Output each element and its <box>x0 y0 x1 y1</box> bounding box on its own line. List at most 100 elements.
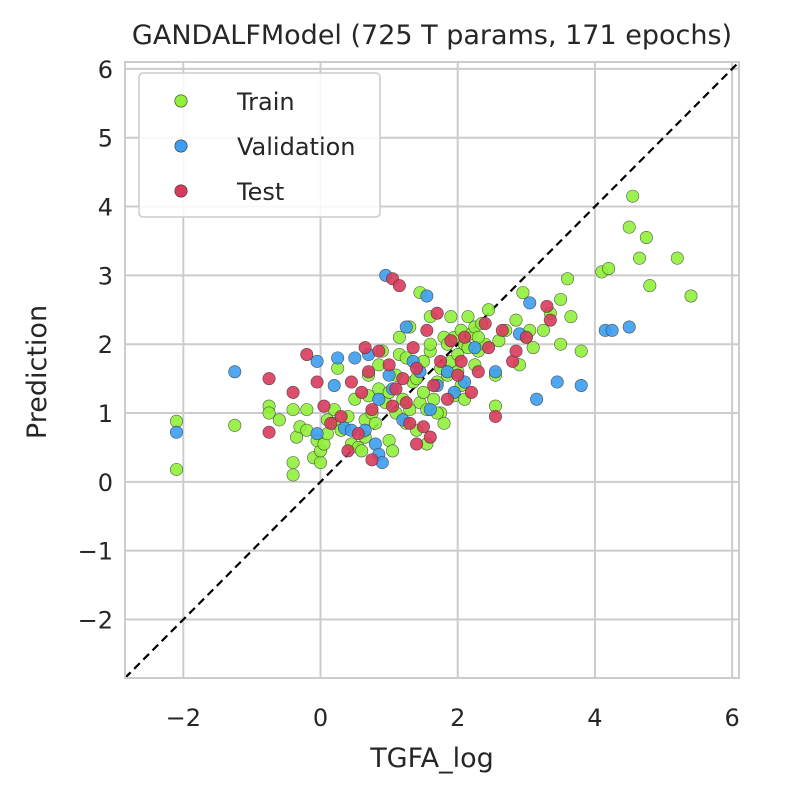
data-point <box>536 323 550 337</box>
data-point <box>228 365 242 379</box>
data-point <box>392 330 406 344</box>
data-point <box>468 341 482 355</box>
data-point <box>602 261 616 275</box>
data-point <box>437 416 451 430</box>
data-point <box>262 372 276 386</box>
data-point <box>444 310 458 324</box>
legend-marker <box>174 184 188 198</box>
data-point <box>389 382 403 396</box>
data-point <box>317 399 331 413</box>
data-point <box>362 365 376 379</box>
data-point <box>626 189 640 203</box>
data-point <box>169 425 183 439</box>
data-point <box>310 354 324 368</box>
x-tick-label: 4 <box>587 704 602 732</box>
data-point <box>416 385 430 399</box>
data-point <box>355 444 369 458</box>
legend-label: Test <box>236 178 284 206</box>
data-point <box>482 303 496 317</box>
data-point <box>300 348 314 362</box>
data-point <box>372 344 386 358</box>
y-tick-label: −1 <box>78 538 113 566</box>
legend-label: Validation <box>237 133 356 161</box>
data-point <box>434 354 448 368</box>
data-point <box>509 344 523 358</box>
data-point <box>423 403 437 417</box>
data-point <box>286 385 300 399</box>
data-point <box>399 320 413 334</box>
data-point <box>386 444 400 458</box>
y-axis-ticks: −2 −1 0 1 2 3 4 5 6 <box>78 56 113 635</box>
data-point <box>519 330 533 344</box>
identity-line-path <box>125 62 739 678</box>
plot-frame <box>124 61 740 679</box>
chart-title: GANDALFModel (725 T params, 171 epochs) <box>132 20 732 51</box>
x-axis-ticks: −2 0 2 4 6 <box>166 704 740 732</box>
x-tick-label: −2 <box>166 704 201 732</box>
y-axis-label: Prediction <box>22 305 53 439</box>
data-point <box>430 306 444 320</box>
data-point <box>574 378 588 392</box>
data-point <box>639 231 653 245</box>
data-point <box>324 416 338 430</box>
y-tick-label: 0 <box>98 469 113 497</box>
data-point <box>633 251 647 265</box>
data-point <box>344 375 358 389</box>
data-point <box>461 310 475 324</box>
x-tick-label: 6 <box>724 704 739 732</box>
identity-line <box>125 62 739 678</box>
data-point <box>622 220 636 234</box>
data-point <box>440 392 454 406</box>
data-point <box>300 403 314 417</box>
data-point <box>423 337 437 351</box>
data-point <box>560 272 574 286</box>
data-point <box>554 292 568 306</box>
data-point <box>523 296 537 310</box>
data-point <box>286 403 300 417</box>
y-tick-label: 4 <box>98 194 113 222</box>
data-point <box>406 341 420 355</box>
legend: Train Validation Test <box>138 72 381 218</box>
data-point <box>310 375 324 389</box>
data-point <box>331 351 345 365</box>
data-point <box>482 341 496 355</box>
data-points <box>169 189 698 482</box>
data-point <box>358 341 372 355</box>
data-point <box>386 399 400 413</box>
data-point <box>392 279 406 293</box>
data-point <box>372 392 386 406</box>
legend-marker <box>174 94 188 108</box>
data-point <box>540 299 554 313</box>
data-point <box>605 323 619 337</box>
data-point <box>169 462 183 476</box>
data-point <box>286 456 300 470</box>
data-point <box>464 385 478 399</box>
data-point <box>334 409 348 423</box>
data-point <box>262 406 276 420</box>
legend-box <box>138 72 381 218</box>
data-point <box>543 313 557 327</box>
data-point <box>488 409 502 423</box>
x-axis-label: TGFA_log <box>369 743 494 774</box>
data-point <box>365 403 379 417</box>
series-test <box>262 272 557 467</box>
data-point <box>471 365 485 379</box>
data-point <box>495 323 509 337</box>
data-point <box>478 317 492 331</box>
y-tick-label: −2 <box>78 606 113 634</box>
data-point <box>351 427 365 441</box>
data-point <box>314 456 328 470</box>
legend-marker <box>174 139 188 153</box>
data-point <box>574 344 588 358</box>
data-point <box>509 313 523 327</box>
data-point <box>451 368 465 382</box>
data-point <box>286 468 300 482</box>
data-point <box>420 289 434 303</box>
data-point <box>530 392 544 406</box>
data-point <box>382 358 396 372</box>
data-point <box>403 416 417 430</box>
data-point <box>365 453 379 467</box>
data-point <box>488 365 502 379</box>
data-point <box>684 289 698 303</box>
